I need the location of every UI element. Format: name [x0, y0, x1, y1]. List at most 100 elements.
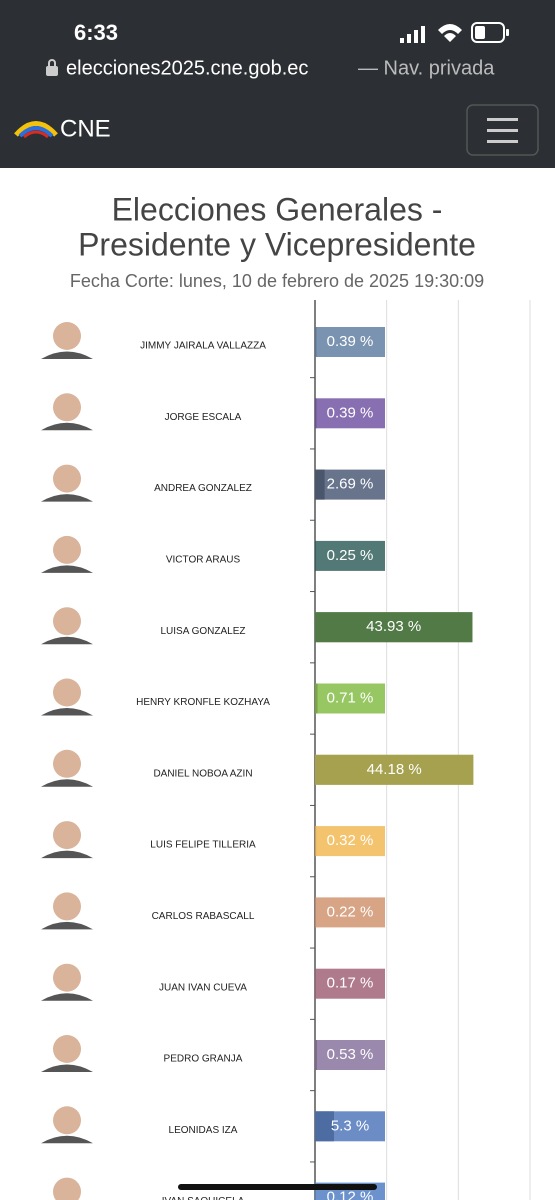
photo-body — [41, 921, 93, 930]
value-label: 0.39 % — [327, 404, 374, 421]
bar — [315, 754, 474, 785]
home-indicator — [178, 1184, 377, 1190]
candidate-photo — [41, 393, 93, 431]
bar — [315, 327, 317, 357]
bar — [315, 1111, 334, 1142]
private-mode: — Nav. privada — [358, 57, 495, 79]
candidate-photo — [53, 1177, 81, 1200]
candidate-name: HENRY KRONFLE KOZHAYA — [136, 697, 270, 708]
candidate-photo — [41, 963, 93, 1001]
url[interactable]: elecciones2025.cne.gob.ec — [66, 57, 308, 79]
bar — [315, 1040, 317, 1070]
chart-title: Elecciones Generales - — [112, 191, 443, 227]
lock-icon — [46, 59, 58, 76]
candidate-photo — [41, 678, 93, 716]
photo-body — [41, 779, 93, 787]
photo-body — [41, 636, 93, 645]
bar — [315, 398, 317, 429]
value-label: 0.17 % — [327, 975, 374, 992]
value-label: 0.32 % — [327, 832, 374, 849]
brand[interactable]: CNE — [60, 115, 111, 142]
photo-body — [41, 351, 93, 359]
photo-body — [41, 850, 93, 859]
photo-head — [53, 678, 81, 707]
label-box — [315, 327, 385, 357]
photo-head — [53, 963, 81, 992]
photo-head — [53, 464, 81, 493]
candidate-name: JORGE ESCALA — [165, 412, 242, 423]
value-label: 0.39 % — [327, 333, 374, 350]
bar — [315, 968, 316, 999]
candidate-name: IVAN SAQUICELA — [162, 1196, 245, 1200]
menu-button[interactable] — [466, 104, 539, 156]
candidate-name: LUIS FELIPE TILLERIA — [150, 840, 256, 851]
value-label: 43.93 % — [366, 618, 421, 635]
candidate-photo — [41, 892, 93, 930]
candidate-photo — [41, 1106, 93, 1144]
candidate-photo — [41, 821, 93, 859]
label-box — [315, 683, 385, 714]
candidate-name: JUAN IVAN CUEVA — [159, 982, 247, 993]
candidate-photo — [41, 535, 93, 573]
bar — [315, 612, 473, 643]
plot: JIMMY JAIRALA VALLAZZA 0.39 % JORGE ESCALA… — [41, 300, 531, 1200]
photo-head — [53, 393, 81, 422]
photo-head — [53, 1035, 81, 1063]
photo-head — [53, 1106, 81, 1135]
photo-body — [41, 565, 93, 573]
candidate-photo — [41, 322, 93, 359]
candidate-photo — [41, 1035, 93, 1072]
candidate-name: LUISA GONZALEZ — [160, 626, 245, 637]
candidate-photo — [41, 464, 93, 502]
value-label: 0.22 % — [327, 903, 374, 920]
photo-head — [53, 607, 81, 636]
chart-title: Presidente y Vicepresidente — [78, 226, 476, 262]
photo-head — [53, 535, 81, 564]
photo-body — [41, 422, 93, 431]
chart-subtitle: Fecha Corte: lunes, 10 de febrero de 202… — [70, 271, 484, 291]
candidate-name: VICTOR ARAUS — [166, 555, 241, 566]
status-icons — [400, 22, 509, 43]
value-label: 44.18 % — [367, 761, 422, 778]
photo-head — [53, 322, 81, 350]
photo-head — [53, 821, 81, 850]
label-box — [315, 1040, 385, 1070]
candidate-name: CARLOS RABASCALL — [152, 911, 255, 922]
status-time: 6:33 — [74, 20, 118, 45]
label-box — [315, 897, 385, 928]
value-label: 0.71 % — [327, 689, 374, 706]
cne-logo — [14, 121, 58, 139]
label-box — [315, 540, 385, 571]
label-box — [315, 398, 385, 429]
candidate-name: DANIEL NOBOA AZIN — [153, 768, 252, 779]
photo-head — [53, 892, 81, 921]
candidate-name: LEONIDAS IZA — [169, 1125, 238, 1136]
value-label: 2.69 % — [327, 476, 374, 493]
photo-body — [41, 1064, 93, 1072]
candidate-photo — [41, 749, 93, 787]
candidate-photo — [41, 607, 93, 645]
candidate-name: ANDREA GONZALEZ — [154, 483, 252, 494]
value-label: 0.53 % — [327, 1046, 374, 1063]
photo-body — [41, 993, 93, 1001]
bar — [315, 469, 325, 500]
value-label: 0.12 % — [327, 1189, 374, 1200]
photo-body — [41, 1135, 93, 1144]
bar — [315, 540, 316, 571]
photo-head — [53, 1177, 81, 1200]
bar — [315, 683, 318, 714]
photo-head — [53, 749, 81, 778]
bar — [315, 826, 317, 857]
label-box — [315, 968, 385, 999]
candidate-name: PEDRO GRANJA — [164, 1054, 243, 1065]
top-bar — [0, 0, 555, 168]
value-label: 0.25 % — [327, 547, 374, 564]
candidate-name: JIMMY JAIRALA VALLAZZA — [140, 341, 266, 352]
value-label: 5.3 % — [331, 1117, 369, 1134]
label-box — [315, 826, 385, 857]
photo-body — [41, 708, 93, 716]
bar — [315, 897, 316, 928]
label-box — [315, 469, 385, 500]
